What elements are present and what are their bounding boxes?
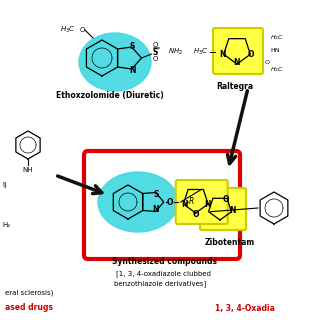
Text: S: S <box>153 190 158 199</box>
Text: Synthesized compounds: Synthesized compounds <box>113 258 218 267</box>
Text: $H_3C$: $H_3C$ <box>270 34 284 43</box>
Text: N: N <box>229 206 236 215</box>
Text: $NH_2$: $NH_2$ <box>168 47 183 57</box>
Text: H₂: H₂ <box>2 222 10 228</box>
FancyBboxPatch shape <box>84 151 240 259</box>
Text: ased drugs: ased drugs <box>5 303 53 313</box>
Text: $H_3C$: $H_3C$ <box>193 47 209 57</box>
FancyBboxPatch shape <box>176 180 228 224</box>
Text: O: O <box>265 60 270 65</box>
Text: N: N <box>234 58 240 67</box>
Text: S: S <box>130 42 135 51</box>
Text: 1, 3, 4-Oxadia: 1, 3, 4-Oxadia <box>215 303 275 313</box>
Text: HN: HN <box>270 47 279 52</box>
Ellipse shape <box>98 172 178 232</box>
Text: N: N <box>220 50 226 59</box>
Text: O: O <box>223 195 229 204</box>
Text: N: N <box>204 199 210 209</box>
Text: O: O <box>192 210 199 219</box>
Text: S: S <box>153 47 158 57</box>
FancyBboxPatch shape <box>200 188 246 230</box>
Text: O: O <box>153 42 158 48</box>
Text: benzothiazole derivatives]: benzothiazole derivatives] <box>114 281 206 287</box>
Text: N: N <box>129 66 136 75</box>
Text: $H_3C$: $H_3C$ <box>270 66 284 75</box>
Ellipse shape <box>79 33 151 91</box>
Text: eral sclerosis): eral sclerosis) <box>5 290 53 296</box>
Text: O: O <box>166 197 173 206</box>
Text: l): l) <box>2 182 7 188</box>
Text: Zibotentam: Zibotentam <box>205 237 255 246</box>
Text: [1, 3, 4-oxadiazole clubbed: [1, 3, 4-oxadiazole clubbed <box>116 271 211 277</box>
Text: O: O <box>248 50 255 59</box>
Text: O: O <box>79 27 85 33</box>
Text: Ethoxzolomide (Diuretic): Ethoxzolomide (Diuretic) <box>56 91 164 100</box>
FancyBboxPatch shape <box>213 28 263 74</box>
Text: NH: NH <box>23 167 33 173</box>
Text: R: R <box>189 196 194 205</box>
Text: O: O <box>153 56 158 62</box>
Text: $H_3C$: $H_3C$ <box>60 25 76 35</box>
Text: N: N <box>181 199 188 209</box>
Text: Raltegra: Raltegra <box>216 82 253 91</box>
Text: N: N <box>152 205 159 214</box>
